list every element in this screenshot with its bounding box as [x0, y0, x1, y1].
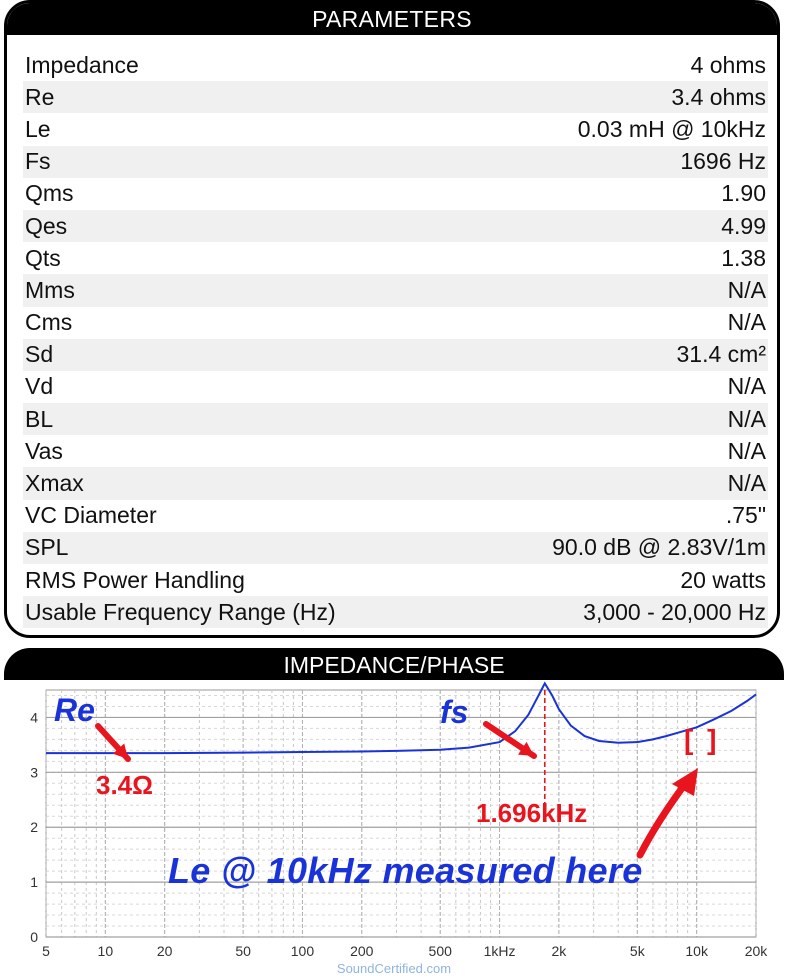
- parameter-row: Usable Frequency Range (Hz) 3,000 - 20,00…: [23, 596, 768, 629]
- parameter-label: Cms: [25, 309, 73, 336]
- parameter-row: Fs 1696 Hz: [23, 145, 768, 178]
- parameter-value: N/A: [727, 309, 766, 336]
- y-tick-label: 2: [30, 819, 38, 835]
- re-arrow-head: [112, 743, 128, 759]
- parameter-value: 3,000 - 20,000 Hz: [583, 598, 766, 625]
- parameter-label: Qts: [25, 244, 61, 271]
- x-tick-label: 100: [291, 943, 315, 959]
- x-tick-label: 10: [98, 943, 114, 959]
- y-tick-label: 4: [30, 709, 38, 725]
- parameter-label: SPL: [25, 534, 69, 561]
- re-value-annotation: 3.4Ω: [96, 770, 153, 800]
- parameter-value: 4 ohms: [690, 51, 766, 78]
- x-tick-label: 20: [157, 943, 173, 959]
- parameter-label: RMS Power Handling: [25, 566, 245, 593]
- parameter-label: Mms: [25, 276, 75, 303]
- re-annotation: Re: [54, 692, 95, 728]
- y-tick-label: 1: [30, 874, 38, 890]
- parameter-value: 1696 Hz: [680, 148, 766, 175]
- parameter-label: BL: [25, 405, 54, 432]
- parameter-label: Re: [25, 83, 55, 110]
- parameter-value: .75": [725, 502, 766, 529]
- x-tick-label: 50: [235, 943, 251, 959]
- parameter-value: N/A: [727, 276, 766, 303]
- parameters-panel: PARAMETERS Impedance 4 ohms Re 3.4 ohms Le 0.…: [4, 0, 780, 638]
- parameter-row: Vd N/A: [23, 370, 768, 404]
- x-tick-label: 5k: [630, 943, 646, 959]
- parameter-label: VC Diameter: [25, 502, 157, 529]
- x-tick-label: 200: [350, 943, 374, 959]
- parameter-label: Xmax: [25, 470, 84, 497]
- parameter-row: Qms 1.90: [23, 177, 768, 210]
- le-marker-annotation: [ ]: [684, 724, 720, 755]
- parameter-row: Qts 1.38: [23, 242, 768, 275]
- parameter-row: VC Diameter .75": [23, 499, 768, 532]
- impedance-chart-svg: 5 10 20 50 100 200 500 1kHz 2k 5k 10k 20k 0 1 2 3 4: [30, 681, 769, 959]
- parameter-value: 4.99: [721, 212, 766, 239]
- y-tick-label: 0: [30, 929, 38, 945]
- parameter-label: Qes: [25, 212, 68, 239]
- parameter-value: N/A: [727, 373, 766, 400]
- parameter-label: Vas: [25, 437, 63, 464]
- fs-arrow-head: [518, 741, 534, 756]
- parameter-row: SPL 90.0 dB @ 2.83V/1m: [23, 531, 768, 564]
- parameters-title: PARAMETERS: [7, 3, 777, 35]
- parameter-value: 1.38: [721, 244, 766, 271]
- parameter-value: 31.4 cm²: [676, 341, 766, 368]
- le-note-annotation: Le @ 10kHz measured here: [168, 850, 643, 891]
- parameter-row: Sd 31.4 cm²: [23, 338, 768, 371]
- x-tick-label: 5: [42, 943, 50, 959]
- impedance-chart: 5 10 20 50 100 200 500 1kHz 2k 5k 10k 20k 0 1 2 3 4: [0, 680, 788, 980]
- fs-annotation: fs: [440, 694, 469, 730]
- parameter-row: Re 3.4 ohms: [23, 81, 768, 114]
- plot-area: [45, 689, 757, 938]
- parameter-row: BL N/A: [23, 403, 768, 436]
- parameters-table: Impedance 4 ohms Re 3.4 ohms Le 0.03 mH @ 10k…: [23, 49, 768, 629]
- parameter-label: Sd: [25, 341, 54, 368]
- parameter-value: N/A: [727, 437, 766, 464]
- parameter-label: Qms: [25, 180, 74, 207]
- fs-value-annotation: 1.696kHz: [476, 798, 588, 828]
- parameter-value: 0.03 mH @ 10kHz: [577, 115, 766, 142]
- parameter-value: 1.90: [721, 180, 766, 207]
- parameter-label: Fs: [25, 148, 51, 175]
- y-tick-label: 3: [30, 764, 38, 780]
- impedance-curve: [46, 681, 757, 755]
- x-tick-label: 500: [429, 943, 453, 959]
- parameter-row: Mms N/A: [23, 274, 768, 307]
- le-arrow-head: [672, 768, 698, 796]
- parameter-value: 20 watts: [680, 566, 766, 593]
- parameter-label: Vd: [25, 373, 54, 400]
- parameter-row: Impedance 4 ohms: [23, 49, 768, 82]
- impedance-title: IMPEDANCE/PHASE: [4, 648, 784, 680]
- parameter-row: Cms N/A: [23, 306, 768, 339]
- parameter-value: 90.0 dB @ 2.83V/1m: [552, 534, 766, 561]
- parameter-value: N/A: [727, 405, 766, 432]
- x-tick-label: 10k: [685, 943, 709, 959]
- parameter-value: N/A: [727, 470, 766, 497]
- footer-credit: SoundCertified.com: [336, 961, 452, 976]
- x-tick-label: 1kHz: [484, 943, 516, 959]
- parameter-row: Le 0.03 mH @ 10kHz: [23, 113, 768, 146]
- parameter-row: Vas N/A: [23, 435, 768, 468]
- x-tick-label: 2k: [551, 943, 567, 959]
- parameter-label: Usable Frequency Range (Hz): [25, 598, 336, 625]
- parameter-label: Le: [25, 115, 51, 142]
- parameter-row: Xmax N/A: [23, 467, 768, 500]
- parameter-row: Qes 4.99: [23, 209, 768, 243]
- parameter-value: 3.4 ohms: [671, 83, 766, 110]
- parameter-label: Impedance: [25, 51, 139, 78]
- x-tick-label: 20k: [745, 943, 769, 959]
- parameter-row: RMS Power Handling 20 watts: [23, 564, 768, 597]
